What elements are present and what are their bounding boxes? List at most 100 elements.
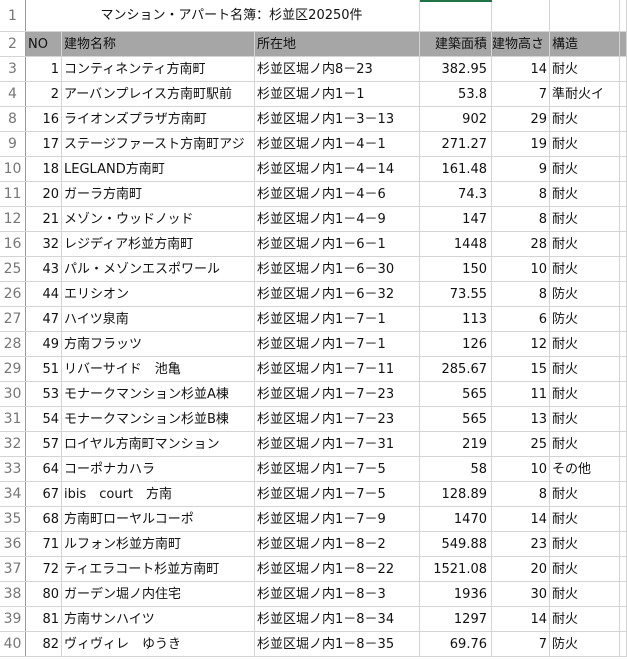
cell-area[interactable]: 382.95 (420, 57, 492, 81)
cell[interactable] (420, 0, 492, 31)
cell-address[interactable]: 杉並区堀ノ内1－8－34 (255, 607, 420, 631)
cell-address[interactable]: 杉並区堀ノ内1－4－14 (255, 157, 420, 181)
cell-height[interactable]: 25 (492, 432, 550, 456)
cell-structure[interactable]: 耐火 (550, 507, 620, 531)
cell-structure[interactable]: 準耐火イ (550, 82, 620, 106)
cell-area[interactable]: 74.3 (420, 182, 492, 206)
cell-height[interactable]: 29 (492, 107, 550, 131)
cell-height[interactable]: 10 (492, 457, 550, 481)
cell-area[interactable]: 69.76 (420, 632, 492, 656)
cell-height[interactable]: 8 (492, 207, 550, 231)
row-header[interactable]: 2 (0, 32, 26, 56)
cell-name[interactable]: ガーラ方南町 (62, 182, 255, 206)
cell-no[interactable]: 17 (26, 132, 62, 156)
cell-no[interactable]: 54 (26, 407, 62, 431)
cell-area[interactable]: 53.8 (420, 82, 492, 106)
cell[interactable] (620, 32, 627, 56)
header-height[interactable]: 建物高さ (492, 32, 550, 56)
cell-name[interactable]: リバーサイド 池亀 (62, 357, 255, 381)
cell[interactable] (620, 0, 627, 31)
cell-height[interactable]: 23 (492, 532, 550, 556)
cell-height[interactable]: 15 (492, 357, 550, 381)
header-name[interactable]: 建物名称 (62, 32, 255, 56)
cell[interactable] (620, 57, 627, 81)
cell-address[interactable]: 杉並区堀ノ内1－4－9 (255, 207, 420, 231)
cell-structure[interactable]: 耐火 (550, 232, 620, 256)
cell-height[interactable]: 7 (492, 632, 550, 656)
row-header[interactable]: 39 (0, 607, 26, 631)
cell[interactable] (620, 182, 627, 206)
cell[interactable] (620, 607, 627, 631)
cell-name[interactable]: エリシオン (62, 282, 255, 306)
cell-height[interactable]: 8 (492, 282, 550, 306)
cell-address[interactable]: 杉並区堀ノ内1－7－5 (255, 457, 420, 481)
cell-address[interactable]: 杉並区堀ノ内1－7－23 (255, 382, 420, 406)
cell-height[interactable]: 13 (492, 407, 550, 431)
cell-structure[interactable]: 耐火 (550, 182, 620, 206)
cell-structure[interactable]: 耐火 (550, 607, 620, 631)
cell-area[interactable]: 1297 (420, 607, 492, 631)
cell-area[interactable]: 147 (420, 207, 492, 231)
cell-no[interactable]: 82 (26, 632, 62, 656)
cell[interactable] (620, 632, 627, 656)
cell-no[interactable]: 21 (26, 207, 62, 231)
cell-address[interactable]: 杉並区堀ノ内1－4－1 (255, 132, 420, 156)
row-header[interactable]: 8 (0, 107, 26, 131)
cell-structure[interactable]: 耐火 (550, 332, 620, 356)
row-header[interactable]: 33 (0, 457, 26, 481)
cell-area[interactable]: 1936 (420, 582, 492, 606)
cell-height[interactable]: 14 (492, 507, 550, 531)
cell-name[interactable]: ヴィヴィレ ゆうき (62, 632, 255, 656)
cell-area[interactable]: 902 (420, 107, 492, 131)
cell[interactable] (620, 382, 627, 406)
cell-height[interactable]: 8 (492, 182, 550, 206)
cell[interactable] (620, 257, 627, 281)
cell-height[interactable]: 7 (492, 82, 550, 106)
cell-height[interactable]: 20 (492, 557, 550, 581)
row-header[interactable]: 28 (0, 332, 26, 356)
cell-height[interactable]: 28 (492, 232, 550, 256)
cell-structure[interactable]: 耐火 (550, 582, 620, 606)
cell-area[interactable]: 126 (420, 332, 492, 356)
cell-address[interactable]: 杉並区堀ノ内1－7－11 (255, 357, 420, 381)
cell-address[interactable]: 杉並区堀ノ内1－1 (255, 82, 420, 106)
cell-address[interactable]: 杉並区堀ノ内1－7－31 (255, 432, 420, 456)
cell-height[interactable]: 6 (492, 307, 550, 331)
cell-area[interactable]: 58 (420, 457, 492, 481)
cell-height[interactable]: 14 (492, 607, 550, 631)
cell[interactable] (620, 107, 627, 131)
cell[interactable] (620, 207, 627, 231)
cell-structure[interactable]: 耐火 (550, 482, 620, 506)
header-area[interactable]: 建築面積 (420, 32, 492, 56)
row-header[interactable]: 38 (0, 582, 26, 606)
cell-address[interactable]: 杉並区堀ノ内1－7－23 (255, 407, 420, 431)
cell-no[interactable]: 57 (26, 432, 62, 456)
row-header[interactable]: 10 (0, 157, 26, 181)
cell[interactable] (620, 482, 627, 506)
row-header[interactable]: 30 (0, 382, 26, 406)
cell-height[interactable]: 8 (492, 482, 550, 506)
cell-area[interactable]: 565 (420, 407, 492, 431)
cell-no[interactable]: 18 (26, 157, 62, 181)
cell-name[interactable]: ガーデン堀ノ内住宅 (62, 582, 255, 606)
cell-name[interactable]: コーポナカハラ (62, 457, 255, 481)
cell-name[interactable]: ルフォン杉並方南町 (62, 532, 255, 556)
row-header[interactable]: 1 (0, 0, 26, 31)
cell-address[interactable]: 杉並区堀ノ内1－8－2 (255, 532, 420, 556)
cell-area[interactable]: 1470 (420, 507, 492, 531)
cell-area[interactable]: 1448 (420, 232, 492, 256)
cell-no[interactable]: 64 (26, 457, 62, 481)
cell-name[interactable]: レジディア杉並方南町 (62, 232, 255, 256)
row-header[interactable]: 29 (0, 357, 26, 381)
cell-no[interactable]: 72 (26, 557, 62, 581)
cell-address[interactable]: 杉並区堀ノ内1－6－30 (255, 257, 420, 281)
cell-no[interactable]: 51 (26, 357, 62, 381)
cell-no[interactable]: 44 (26, 282, 62, 306)
cell-address[interactable]: 杉並区堀ノ内1－4－6 (255, 182, 420, 206)
cell-address[interactable]: 杉並区堀ノ内1－6－32 (255, 282, 420, 306)
cell-address[interactable]: 杉並区堀ノ内1－8－35 (255, 632, 420, 656)
cell-address[interactable]: 杉並区堀ノ内8－23 (255, 57, 420, 81)
row-header[interactable]: 11 (0, 182, 26, 206)
cell[interactable] (620, 557, 627, 581)
cell-name[interactable]: 方南町ローヤルコーポ (62, 507, 255, 531)
